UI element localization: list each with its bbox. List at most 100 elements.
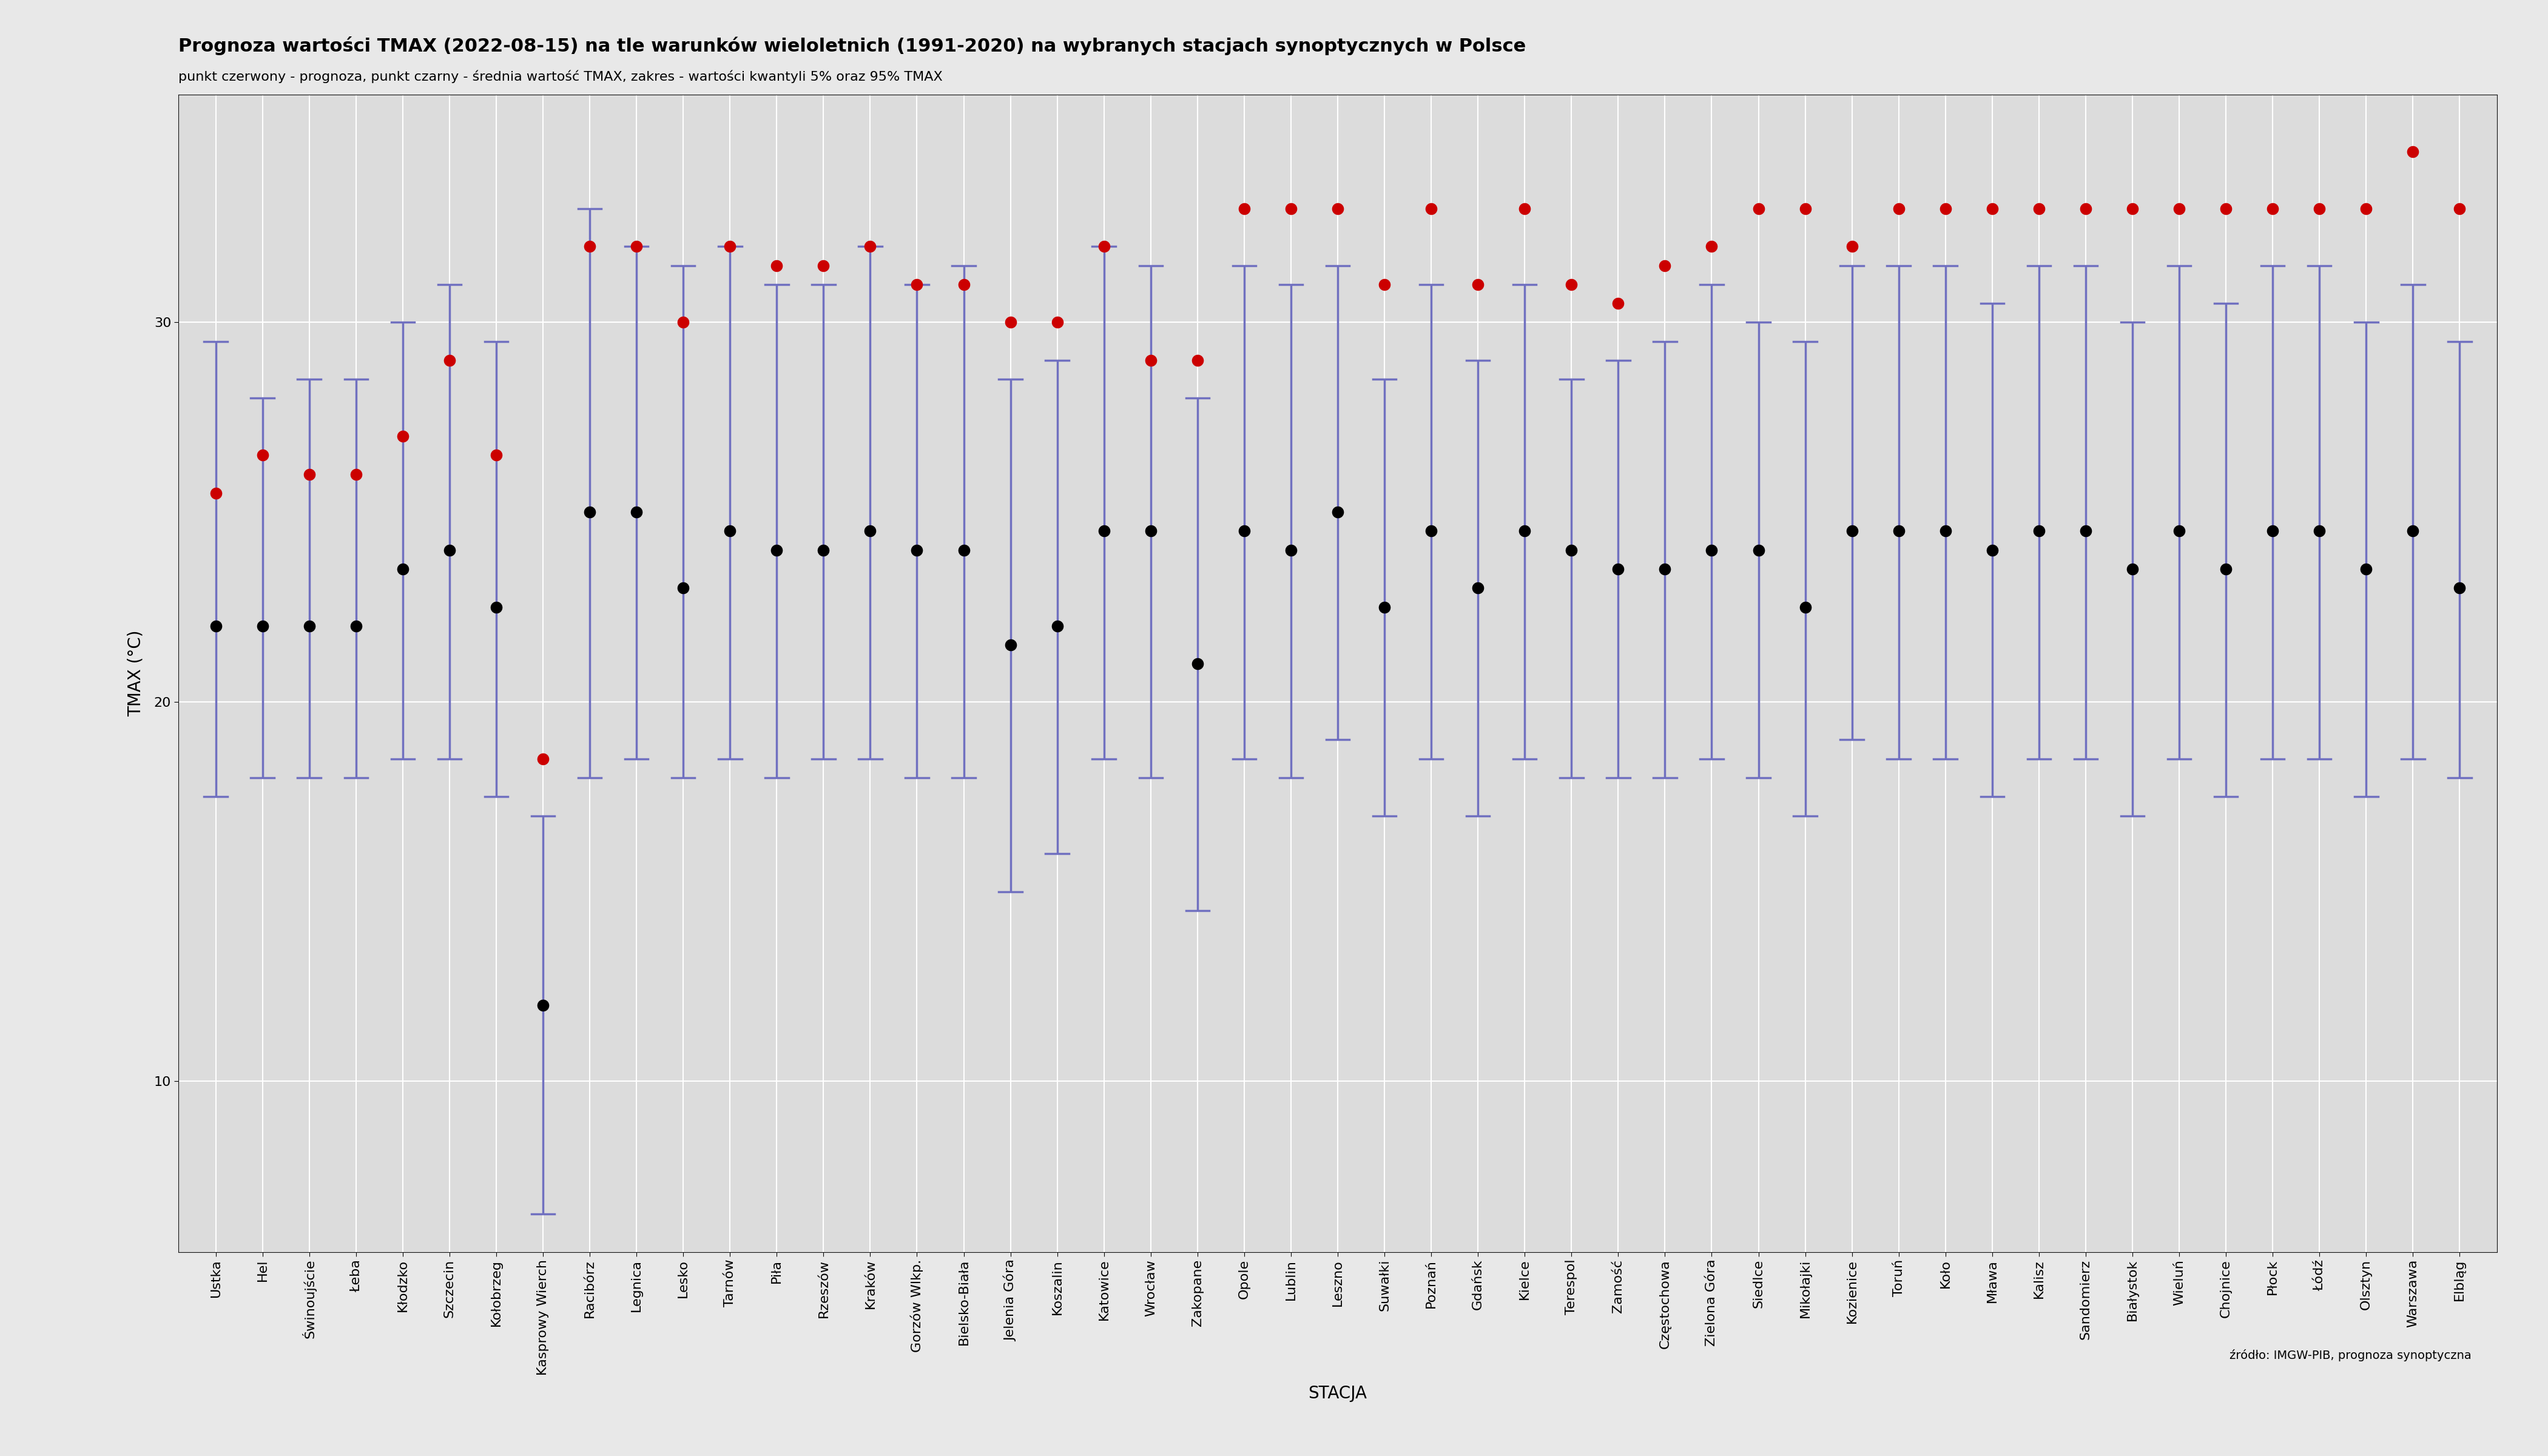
Point xyxy=(568,234,609,258)
Point xyxy=(2252,197,2293,220)
Point xyxy=(1878,520,1919,543)
Point xyxy=(1552,272,1592,296)
X-axis label: STACJA: STACJA xyxy=(1307,1385,1368,1402)
Point xyxy=(2438,197,2479,220)
Point xyxy=(1131,348,1172,371)
Point xyxy=(1738,539,1779,562)
Point xyxy=(708,234,749,258)
Point xyxy=(1503,520,1544,543)
Point xyxy=(1972,197,2013,220)
Point xyxy=(476,596,517,619)
Point xyxy=(2112,197,2153,220)
Point xyxy=(336,463,377,486)
Point xyxy=(242,614,283,638)
Point xyxy=(851,520,892,543)
Text: punkt czerwony - prognoza, punkt czarny - średnia wartość TMAX, zakres - wartośc: punkt czerwony - prognoza, punkt czarny … xyxy=(178,70,943,83)
Point xyxy=(897,272,938,296)
Point xyxy=(2298,520,2339,543)
Point xyxy=(288,614,329,638)
Point xyxy=(1317,197,1358,220)
Point xyxy=(2347,197,2387,220)
Point xyxy=(803,539,843,562)
Point xyxy=(2393,520,2433,543)
Point xyxy=(851,234,892,258)
Point xyxy=(522,994,563,1018)
Point xyxy=(1784,596,1824,619)
Point xyxy=(1692,234,1733,258)
Point xyxy=(617,501,657,524)
Point xyxy=(897,539,938,562)
Point xyxy=(2207,558,2247,581)
Point xyxy=(2066,520,2107,543)
Point xyxy=(617,234,657,258)
Point xyxy=(757,539,798,562)
Point xyxy=(1926,197,1967,220)
Point xyxy=(2438,577,2479,600)
Point xyxy=(1223,520,1264,543)
Point xyxy=(708,520,749,543)
Point xyxy=(1037,614,1078,638)
Text: Prognoza wartości TMAX (2022-08-15) na tle warunków wieloletnich (1991-2020) na : Prognoza wartości TMAX (2022-08-15) na t… xyxy=(178,36,1526,55)
Point xyxy=(1643,253,1684,277)
Point xyxy=(336,614,377,638)
Point xyxy=(2158,520,2199,543)
Point xyxy=(1083,234,1124,258)
Point xyxy=(991,310,1032,333)
Point xyxy=(2252,520,2293,543)
Point xyxy=(662,577,703,600)
Point xyxy=(1598,558,1638,581)
Point xyxy=(2112,558,2153,581)
Point xyxy=(1972,539,2013,562)
Text: źródło: IMGW-PIB, prognoza synoptyczna: źródło: IMGW-PIB, prognoza synoptyczna xyxy=(2230,1350,2472,1361)
Point xyxy=(1457,577,1498,600)
Point xyxy=(476,444,517,467)
Point xyxy=(428,539,469,562)
Point xyxy=(2347,558,2387,581)
Point xyxy=(2018,520,2059,543)
Point xyxy=(1692,539,1733,562)
Point xyxy=(943,272,984,296)
Point xyxy=(428,348,469,371)
Point xyxy=(196,482,237,505)
Point xyxy=(242,444,283,467)
Y-axis label: TMAX (°C): TMAX (°C) xyxy=(127,630,143,716)
Point xyxy=(1271,539,1312,562)
Point xyxy=(1037,310,1078,333)
Point xyxy=(1317,501,1358,524)
Point xyxy=(568,501,609,524)
Point xyxy=(1503,197,1544,220)
Point xyxy=(382,425,423,448)
Point xyxy=(2393,140,2433,163)
Point xyxy=(522,747,563,770)
Point xyxy=(1271,197,1312,220)
Point xyxy=(1412,520,1452,543)
Point xyxy=(1832,520,1873,543)
Point xyxy=(991,633,1032,657)
Point xyxy=(1598,291,1638,314)
Point xyxy=(1832,234,1873,258)
Point xyxy=(662,310,703,333)
Point xyxy=(1926,520,1967,543)
Point xyxy=(1363,596,1404,619)
Point xyxy=(803,253,843,277)
Point xyxy=(1177,348,1218,371)
Point xyxy=(1878,197,1919,220)
Point xyxy=(1131,520,1172,543)
Point xyxy=(2018,197,2059,220)
Point xyxy=(1177,652,1218,676)
Point xyxy=(382,558,423,581)
Point xyxy=(943,539,984,562)
Point xyxy=(1738,197,1779,220)
Point xyxy=(2066,197,2107,220)
Point xyxy=(1363,272,1404,296)
Point xyxy=(1643,558,1684,581)
Point xyxy=(1083,520,1124,543)
Point xyxy=(1457,272,1498,296)
Point xyxy=(2207,197,2247,220)
Point xyxy=(1784,197,1824,220)
Point xyxy=(1412,197,1452,220)
Point xyxy=(1223,197,1264,220)
Point xyxy=(757,253,798,277)
Point xyxy=(288,463,329,486)
Point xyxy=(2158,197,2199,220)
